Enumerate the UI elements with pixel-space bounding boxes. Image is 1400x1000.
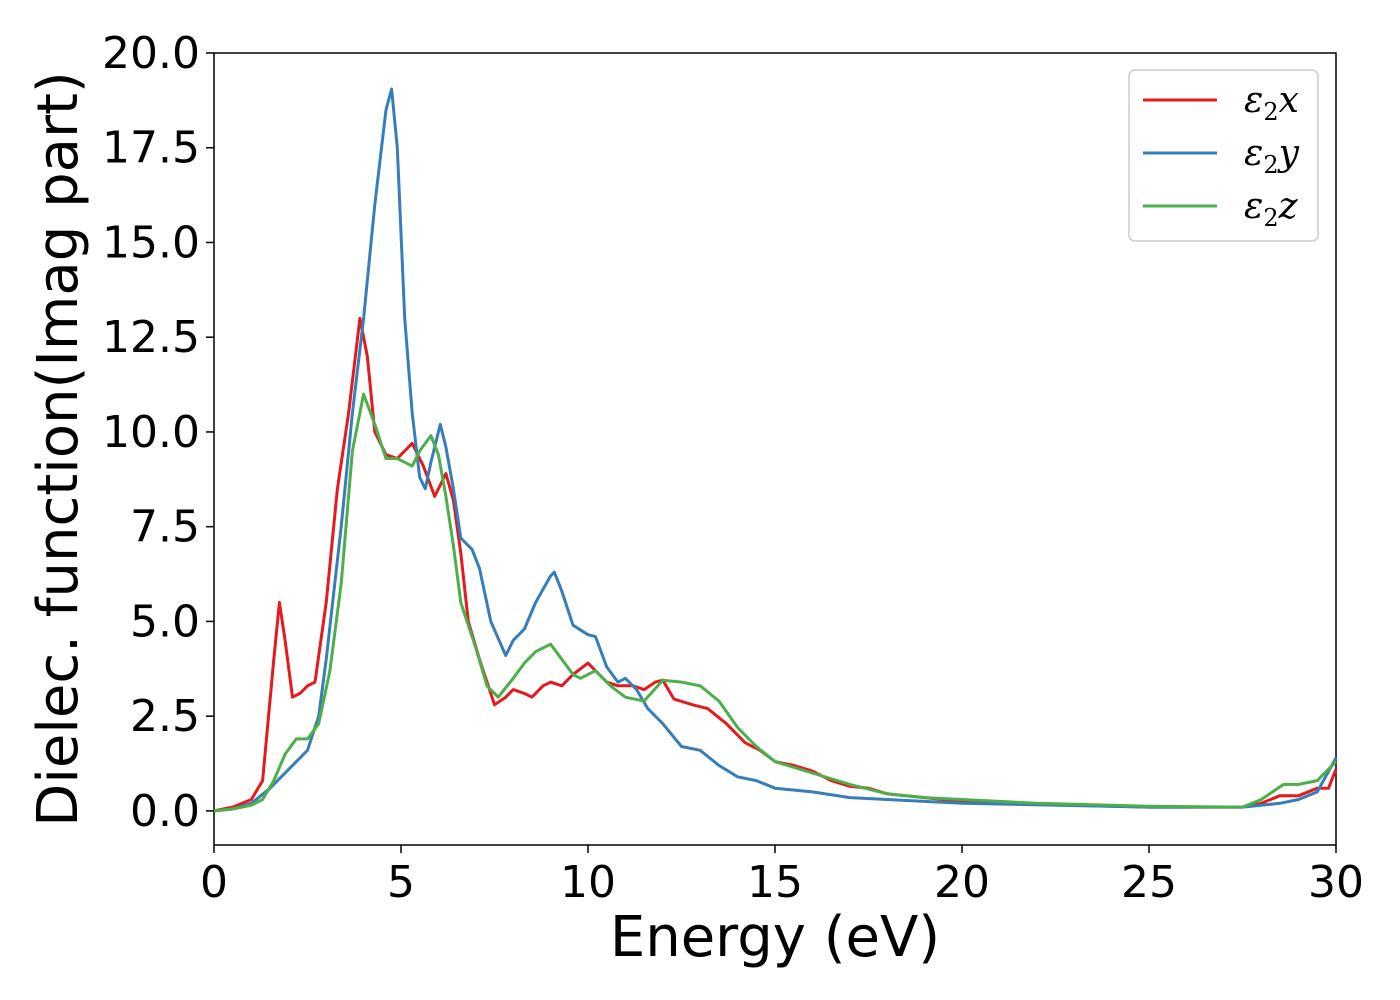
legend-box [1128,69,1319,242]
y-axis: 0.0 2.5 5.0 7.5 10.0 12.5 15.0 17.5 20.0 [102,28,214,837]
x-tick-label: 20 [934,857,990,908]
y-tick-label: 15.0 [102,217,200,268]
y-tick-label: 10.0 [102,407,200,458]
series-line-x [213,316,1338,813]
series-line-z [213,392,1338,813]
x-tick-label: 10 [560,857,616,908]
x-tick-label: 5 [387,857,415,908]
y-tick-label: 2.5 [130,691,200,742]
y-axis-title: Dielec. function(Imag part) [26,71,91,827]
x-tick-label: 25 [1121,857,1177,908]
series-layer [213,87,1338,813]
x-tick-label: 30 [1308,857,1364,908]
x-tick-label: 15 [747,857,803,908]
x-axis-title: Energy (eV) [610,905,940,970]
series-line-y [213,87,1338,813]
y-tick-label: 12.5 [102,312,200,363]
y-tick-label: 17.5 [102,123,200,174]
legend-label-y: ε2y [1244,133,1300,179]
x-tick-label: 0 [200,857,228,908]
y-tick-label: 7.5 [130,502,200,553]
x-axis: 0 5 10 15 20 25 30 [200,845,1364,908]
legend-label-z: ε2z [1244,186,1299,232]
y-tick-label: 0.0 [130,786,200,837]
y-tick-label: 20.0 [102,28,200,79]
legend-label-x: ε2x [1244,80,1299,126]
y-tick-label: 5.0 [130,596,200,647]
legend: ε2x ε2y ε2z [1128,69,1319,242]
